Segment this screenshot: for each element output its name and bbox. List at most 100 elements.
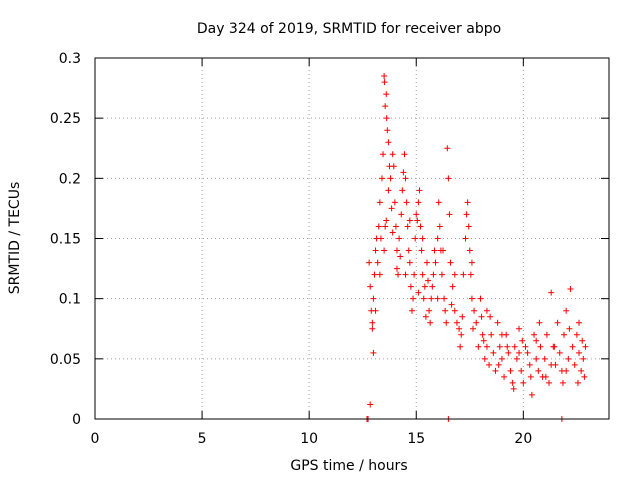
data-point xyxy=(516,325,523,332)
data-point xyxy=(518,367,525,374)
data-point xyxy=(372,307,379,314)
data-point xyxy=(370,295,377,302)
data-point xyxy=(419,271,426,278)
data-point xyxy=(383,115,390,122)
data-point xyxy=(548,361,555,368)
data-point xyxy=(510,385,517,392)
data-point xyxy=(442,307,449,314)
grid-lines xyxy=(95,58,609,419)
chart-title: Day 324 of 2019, SRMTID for receiver abp… xyxy=(197,21,501,37)
data-point xyxy=(436,223,443,230)
data-point xyxy=(579,337,586,344)
data-point xyxy=(390,163,397,170)
data-point xyxy=(384,127,391,134)
data-point xyxy=(495,361,502,368)
data-point xyxy=(411,271,418,278)
data-point xyxy=(397,253,404,260)
data-point xyxy=(400,169,407,176)
data-point xyxy=(393,247,400,254)
y-tick-label: 0.05 xyxy=(50,352,81,368)
data-point xyxy=(367,401,374,408)
data-point xyxy=(434,235,441,242)
y-tick-label: 0.1 xyxy=(59,292,81,308)
data-point xyxy=(443,319,450,326)
data-point xyxy=(430,271,437,278)
data-point xyxy=(404,223,411,230)
y-tick-label: 0.3 xyxy=(59,51,81,67)
data-point xyxy=(402,175,409,182)
data-point xyxy=(391,199,398,206)
data-point xyxy=(471,307,478,314)
data-point xyxy=(383,217,390,224)
x-tick-label: 20 xyxy=(514,431,532,447)
data-point xyxy=(381,73,388,80)
data-point xyxy=(412,235,419,242)
data-point xyxy=(526,361,533,368)
data-point xyxy=(492,367,499,374)
data-point xyxy=(533,337,540,344)
data-point xyxy=(419,235,426,242)
data-point xyxy=(477,295,484,302)
data-point xyxy=(396,235,403,242)
data-point xyxy=(551,343,558,350)
data-point xyxy=(377,235,384,242)
data-point xyxy=(574,379,581,386)
data-point xyxy=(501,373,508,380)
data-point xyxy=(531,331,538,338)
plot-frame xyxy=(94,57,610,420)
data-point xyxy=(459,313,466,320)
data-point xyxy=(425,277,432,284)
data-point xyxy=(480,337,487,344)
data-point xyxy=(422,313,429,320)
data-point xyxy=(464,199,471,206)
data-point xyxy=(566,325,573,332)
data-point xyxy=(441,295,448,302)
data-point xyxy=(427,319,434,326)
data-point xyxy=(447,259,454,266)
data-point xyxy=(401,151,408,158)
data-point xyxy=(438,271,445,278)
data-point xyxy=(567,286,574,293)
data-point xyxy=(418,247,425,254)
data-point xyxy=(559,379,566,386)
data-point xyxy=(571,361,578,368)
data-point xyxy=(421,283,428,290)
data-point xyxy=(380,151,387,158)
data-point xyxy=(446,211,453,218)
data-point xyxy=(366,259,373,266)
data-point xyxy=(383,91,390,98)
data-point xyxy=(507,367,514,374)
data-point xyxy=(466,247,473,254)
data-point xyxy=(524,349,531,356)
y-tick-label: 0.25 xyxy=(50,111,81,127)
data-point xyxy=(483,343,490,350)
data-point xyxy=(426,307,433,314)
data-point xyxy=(408,307,415,314)
data-point xyxy=(465,223,472,230)
data-point xyxy=(413,211,420,218)
data-point xyxy=(407,283,414,290)
data-point xyxy=(519,337,526,344)
data-point xyxy=(415,289,422,296)
data-point xyxy=(406,259,413,266)
data-point xyxy=(420,295,427,302)
data-point xyxy=(385,139,392,146)
data-point xyxy=(388,205,395,212)
data-point xyxy=(451,307,458,314)
data-point xyxy=(475,343,482,350)
data-point xyxy=(543,331,550,338)
data-point xyxy=(378,175,385,182)
data-point xyxy=(542,373,549,380)
data-point xyxy=(556,349,563,356)
data-point xyxy=(535,367,542,374)
x-axis-label: GPS time / hours xyxy=(290,458,407,474)
data-point xyxy=(399,187,406,194)
data-point xyxy=(581,373,588,380)
data-point xyxy=(468,259,475,266)
data-point xyxy=(563,367,570,374)
data-point xyxy=(463,211,470,218)
data-point xyxy=(414,217,421,224)
data-point xyxy=(372,247,379,254)
data-point xyxy=(494,319,501,326)
